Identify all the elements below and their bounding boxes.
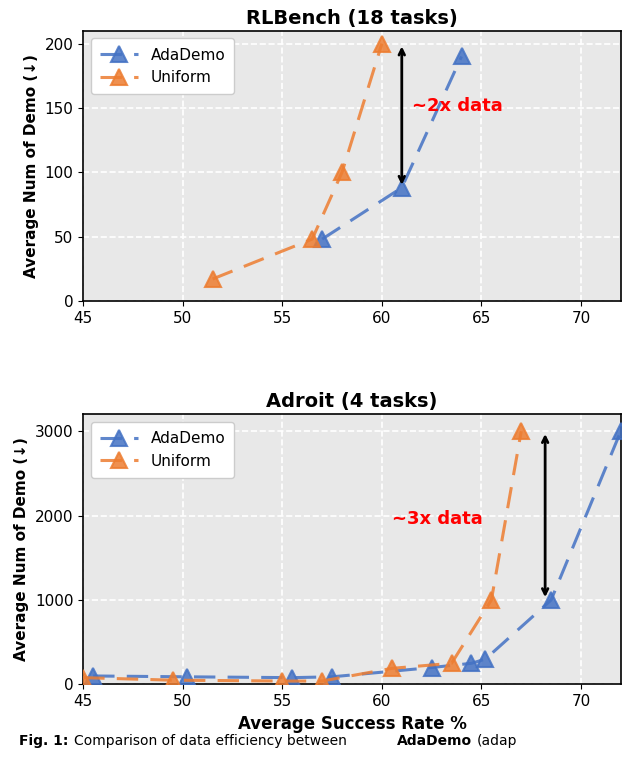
AdaDemo [328, 672, 336, 681]
Title: Adroit (4 tasks): Adroit (4 tasks) [266, 392, 438, 411]
AdaDemo [468, 659, 476, 668]
AdaDemo [617, 427, 625, 436]
AdaDemo [481, 654, 489, 664]
AdaDemo [428, 663, 435, 672]
Text: ~3x data: ~3x data [392, 510, 483, 528]
Uniform [388, 664, 396, 673]
Uniform [488, 595, 495, 604]
Title: RLBench (18 tasks): RLBench (18 tasks) [246, 8, 458, 28]
Uniform [79, 673, 87, 682]
Text: Fig. 1:: Fig. 1: [19, 734, 68, 748]
Line: Uniform: Uniform [76, 424, 529, 689]
AdaDemo [90, 671, 97, 681]
Uniform [448, 659, 456, 668]
Legend: AdaDemo, Uniform: AdaDemo, Uniform [91, 422, 234, 478]
Text: (adap: (adap [477, 734, 517, 748]
Y-axis label: Average Num of Demo (↓): Average Num of Demo (↓) [14, 438, 29, 661]
Line: AdaDemo: AdaDemo [314, 49, 469, 247]
Y-axis label: Average Num of Demo (↓): Average Num of Demo (↓) [24, 54, 39, 278]
AdaDemo [289, 673, 296, 682]
AdaDemo [458, 52, 465, 61]
Uniform [278, 677, 286, 686]
Text: AdaDemo: AdaDemo [397, 734, 472, 748]
Uniform [209, 275, 216, 284]
AdaDemo [398, 183, 406, 192]
Uniform [517, 427, 525, 436]
AdaDemo [318, 235, 326, 244]
Uniform [338, 168, 346, 177]
AdaDemo [183, 672, 191, 681]
Line: AdaDemo: AdaDemo [86, 424, 628, 685]
Line: Uniform: Uniform [205, 36, 390, 287]
Uniform [169, 676, 177, 685]
X-axis label: Average Success Rate %: Average Success Rate % [237, 714, 467, 733]
Uniform [378, 39, 386, 48]
Uniform [318, 677, 326, 686]
Text: ~2x data: ~2x data [412, 96, 502, 115]
Text: Comparison of data efficiency between: Comparison of data efficiency between [74, 734, 346, 748]
Uniform [308, 235, 316, 244]
AdaDemo [547, 595, 555, 604]
Legend: AdaDemo, Uniform: AdaDemo, Uniform [91, 38, 234, 95]
